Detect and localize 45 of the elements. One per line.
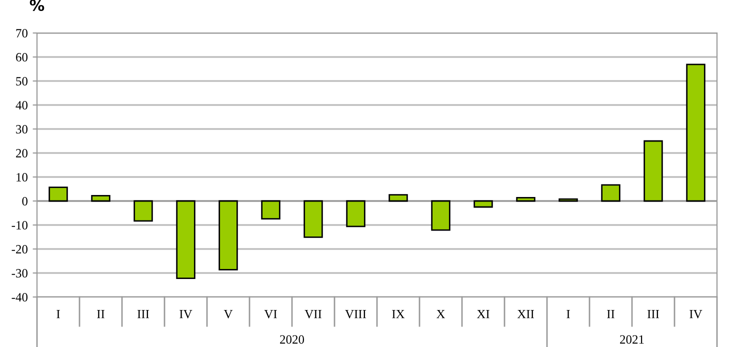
- bar: [516, 196, 536, 202]
- y-tick-label: 40: [16, 101, 28, 110]
- y-tick-label: -40: [12, 293, 28, 302]
- bar: [431, 200, 450, 231]
- text: 2021: [620, 335, 644, 344]
- y-tick-label: 30: [16, 125, 28, 134]
- x-tick-label: I: [566, 310, 570, 318]
- y-tick-label: 20: [16, 149, 28, 158]
- text: 2020: [280, 335, 304, 344]
- x-tick-label: III: [137, 310, 150, 318]
- x-tick-label: II: [607, 310, 614, 318]
- x-tick-label: II: [97, 310, 104, 318]
- y-tick-label: 0: [22, 197, 28, 206]
- x-tick-label: III: [647, 310, 660, 318]
- bar: [134, 200, 153, 222]
- x-tick-label: X: [436, 310, 446, 318]
- bar: [474, 200, 493, 208]
- bar: [48, 186, 68, 202]
- bar: [601, 184, 620, 202]
- y-tick-label: 60: [16, 53, 28, 62]
- y-tick-label: -20: [12, 245, 28, 254]
- x-tick-label: IV: [180, 310, 192, 318]
- x-tick-label: I: [56, 310, 60, 318]
- bar: [261, 200, 280, 220]
- y-tick-label: 10: [16, 173, 28, 182]
- y-tick-label: -10: [12, 221, 28, 230]
- bar: [304, 200, 323, 238]
- x-tick-label: V: [224, 310, 233, 318]
- y-tick-label: 70: [16, 29, 28, 38]
- bar: [176, 200, 196, 279]
- x-tick-label: XII: [517, 310, 534, 318]
- bar: [346, 200, 366, 228]
- x-tick-label: VII: [304, 310, 322, 318]
- y-tick-label: -30: [12, 269, 28, 278]
- bar: [644, 140, 663, 202]
- x-tick-label: VIII: [345, 310, 366, 318]
- bar: [218, 200, 238, 270]
- bar: [91, 195, 110, 202]
- y-tick-label: 50: [16, 77, 28, 86]
- bar: [686, 64, 706, 202]
- x-tick-label: VI: [264, 310, 277, 318]
- bar: [388, 194, 408, 202]
- x-tick-label: IV: [690, 310, 702, 318]
- x-tick-label: XI: [476, 310, 490, 318]
- x-tick-label: IX: [392, 310, 405, 318]
